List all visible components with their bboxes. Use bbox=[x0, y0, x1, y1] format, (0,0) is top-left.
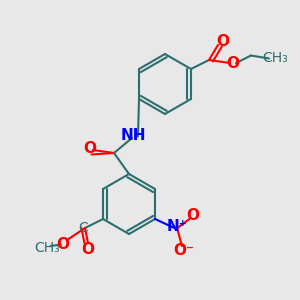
Text: CH₃: CH₃ bbox=[34, 241, 60, 254]
Text: N⁺: N⁺ bbox=[167, 219, 188, 234]
Text: O: O bbox=[56, 237, 69, 252]
Text: O⁻: O⁻ bbox=[173, 243, 194, 258]
Text: O: O bbox=[216, 34, 229, 50]
Text: CH₃: CH₃ bbox=[262, 52, 288, 65]
Text: O: O bbox=[226, 56, 239, 70]
Text: O: O bbox=[83, 141, 97, 156]
Text: O: O bbox=[186, 208, 199, 224]
Text: C: C bbox=[79, 221, 88, 235]
Text: NH: NH bbox=[121, 128, 146, 142]
Text: O: O bbox=[82, 242, 94, 256]
